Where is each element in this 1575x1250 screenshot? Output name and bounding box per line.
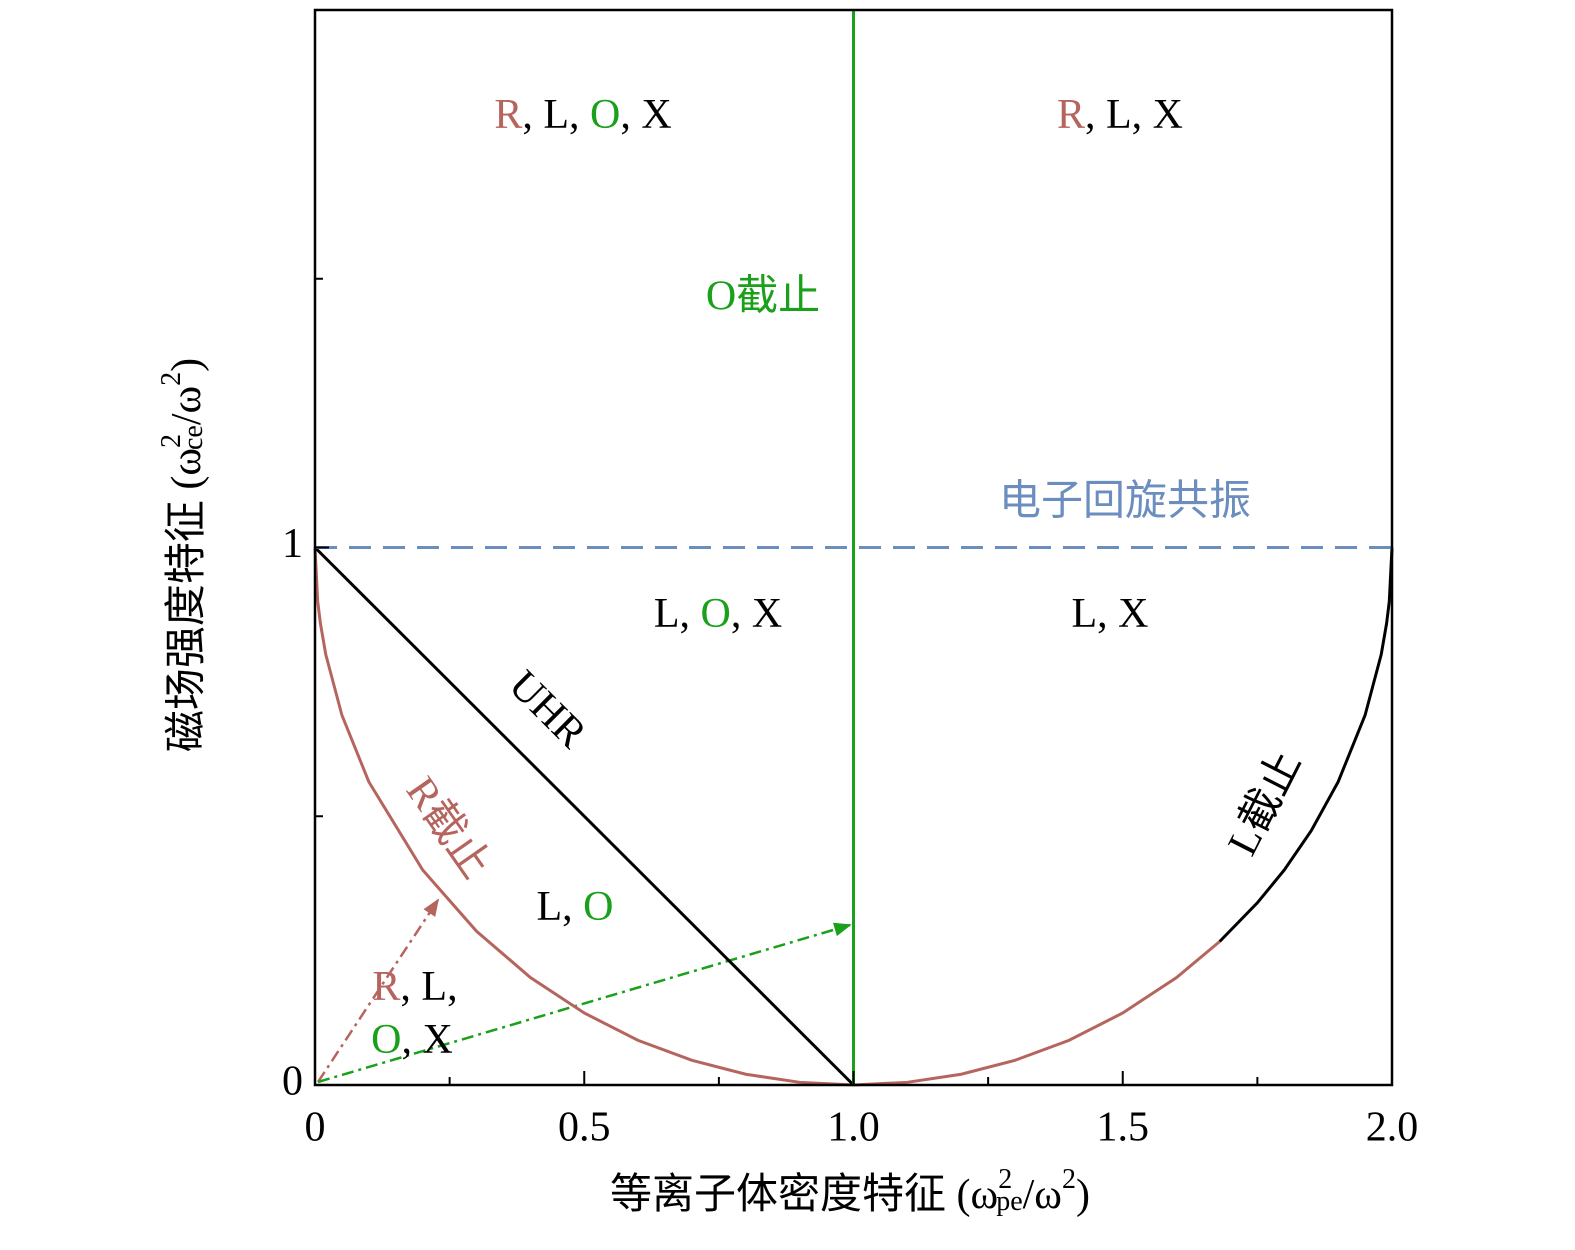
region-part: , L, X bbox=[1085, 92, 1183, 138]
label-part: 2 bbox=[1062, 1164, 1076, 1195]
label-part: ce bbox=[178, 425, 209, 450]
label-part: /ω bbox=[1023, 1172, 1062, 1218]
label-part: 2 bbox=[156, 434, 187, 448]
label-part: pe bbox=[996, 1186, 1022, 1217]
region-part: , X bbox=[620, 92, 671, 138]
y-tick-label: 1 bbox=[282, 521, 303, 567]
region-part: O bbox=[371, 1017, 401, 1063]
region-part: , L, bbox=[522, 92, 590, 138]
region-label: R, L, O, X bbox=[494, 92, 671, 138]
region-part: O bbox=[700, 591, 730, 637]
region-part: O bbox=[590, 92, 620, 138]
region-label: R, L, X bbox=[1057, 92, 1183, 138]
curve-label: 电子回旋共振 bbox=[999, 479, 1251, 525]
region-part: O bbox=[583, 884, 613, 930]
x-tick-label: 0.5 bbox=[558, 1105, 611, 1151]
x-axis-label: 等离子体密度特征 (ω2 pe/ω2) bbox=[610, 1164, 1090, 1217]
arrow bbox=[317, 922, 852, 1084]
region-part: L, bbox=[537, 884, 584, 930]
curve-label: L截止 bbox=[1220, 744, 1311, 863]
curve-label: UHR bbox=[500, 662, 595, 757]
region-part: R bbox=[1057, 92, 1085, 138]
y-axis-label: 磁场强度特征 (ω2ce/ω2) bbox=[156, 358, 209, 752]
region-label: R, L, bbox=[372, 964, 457, 1010]
region-label: O, X bbox=[371, 1017, 453, 1063]
region-label: L, X bbox=[1072, 591, 1149, 637]
label-part: 2 bbox=[998, 1164, 1012, 1195]
label-part: /ω bbox=[164, 386, 210, 425]
region-part: , X bbox=[731, 591, 782, 637]
curve-label: R截止 bbox=[397, 769, 499, 887]
label-part: 2 bbox=[156, 372, 187, 386]
region-part: L, bbox=[654, 591, 701, 637]
label-part: ) bbox=[164, 358, 210, 372]
x-tick-label: 2.0 bbox=[1366, 1105, 1419, 1151]
region-label: L, O, X bbox=[654, 591, 782, 637]
series-line bbox=[1218, 547, 1394, 943]
region-part: R bbox=[494, 92, 522, 138]
region-part: , L, bbox=[400, 964, 457, 1010]
curve-label: O截止 bbox=[706, 274, 820, 320]
region-part: , X bbox=[402, 1017, 453, 1063]
label-part: ) bbox=[1076, 1172, 1090, 1218]
arrow bbox=[316, 898, 440, 1083]
series-line bbox=[313, 547, 1221, 1087]
y-tick-label: 0 bbox=[282, 1059, 303, 1105]
x-tick-label: 0 bbox=[305, 1105, 326, 1151]
region-part: L, X bbox=[1072, 591, 1149, 637]
label-part: 磁场强度特征 (ω bbox=[164, 448, 210, 752]
region-label: L, O bbox=[537, 884, 614, 930]
x-tick-label: 1.0 bbox=[827, 1105, 880, 1151]
x-tick-label: 1.5 bbox=[1097, 1105, 1150, 1151]
region-part: R bbox=[372, 964, 400, 1010]
label-part: 等离子体密度特征 (ω bbox=[610, 1171, 998, 1218]
series-line bbox=[313, 546, 855, 1087]
